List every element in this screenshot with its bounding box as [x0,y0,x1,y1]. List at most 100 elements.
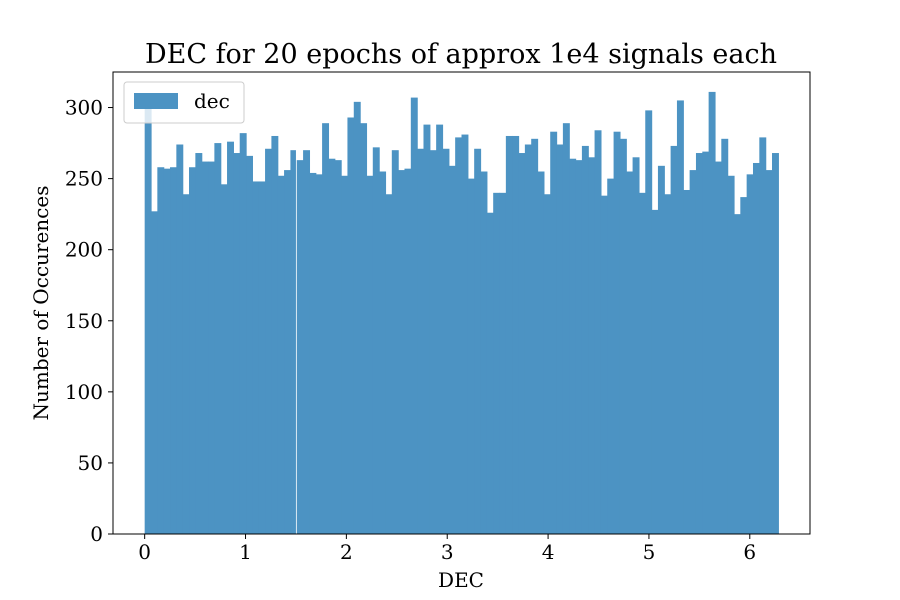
bar [569,158,577,534]
bar [360,123,368,535]
bar [575,160,583,534]
bar [208,161,215,534]
bar [727,175,735,534]
bar [246,155,253,534]
bar [271,135,279,534]
bar [689,170,697,534]
x-axis-label: DEC [438,568,484,592]
bar [170,167,177,535]
bars-group [144,91,779,535]
bar [505,135,513,534]
bar [524,144,532,534]
legend-swatch-dec [134,93,178,109]
legend: dec [123,81,245,124]
bar [664,194,672,534]
bar [562,123,570,535]
bar [277,175,285,534]
bar [448,165,456,534]
bar [398,170,406,534]
bar [657,165,665,534]
bar [537,171,545,534]
bar [556,144,564,534]
bar [309,172,317,534]
bar [467,178,475,534]
bar [714,161,722,534]
bar [518,153,526,534]
bar [651,209,659,534]
bar [322,123,330,535]
bar [334,160,342,534]
bar [708,91,716,535]
bar [765,170,773,534]
legend-label-dec: dec [194,89,230,113]
bar [670,145,678,535]
bar [531,138,539,534]
bar [284,170,292,534]
bar [189,167,196,535]
bar [683,189,691,535]
bar [176,144,184,534]
bar [581,145,589,535]
bar [182,194,190,534]
bar [746,174,754,534]
bar [512,135,520,534]
bar [214,143,222,534]
bar [474,148,482,534]
bar [239,133,247,534]
bar [550,131,558,534]
bar [632,157,640,535]
bar [258,181,266,534]
bar [499,192,507,534]
bar [391,150,399,534]
bar [157,167,165,535]
bar [676,100,684,535]
x-tick-label: 6 [743,540,756,564]
bar [303,150,311,534]
bar [752,162,760,535]
bar [315,174,323,534]
bar [195,153,203,534]
bar [410,97,418,534]
bar [740,197,748,534]
bar [613,131,621,534]
bar [353,101,361,534]
bar [347,117,355,535]
bar [252,181,260,534]
bar [486,212,494,535]
y-tick-label: 300 [65,96,103,120]
bar [543,194,551,534]
bar [341,175,349,534]
bar [721,138,729,534]
x-tick-label: 3 [441,540,454,564]
chart-title: DEC for 20 epochs of approx 1e4 signals … [145,39,777,70]
x-axis-ticks: 0 1 2 3 4 5 6 [138,534,756,564]
bar [417,148,425,534]
bar [626,171,634,534]
x-tick-label: 2 [340,540,353,564]
bar [290,150,296,534]
x-tick-label: 4 [542,540,555,564]
bar [163,168,171,534]
bar [423,124,431,534]
bar [227,141,234,534]
bar [619,138,627,534]
plot-frame [112,71,811,535]
bar [328,158,336,534]
bar [493,192,501,534]
bar [233,153,241,534]
y-tick-label: 100 [65,380,103,404]
bar [442,148,450,534]
y-tick-label: 50 [78,451,103,475]
bar [733,214,741,534]
bar [455,137,463,534]
bar [379,171,387,534]
bar [588,157,596,535]
bar [296,160,304,534]
y-tick-label: 250 [65,167,103,191]
bar [759,137,767,534]
y-tick-label: 0 [90,522,103,546]
y-tick-label: 150 [65,309,103,333]
x-tick-label: 5 [643,540,656,564]
bar [144,99,152,534]
